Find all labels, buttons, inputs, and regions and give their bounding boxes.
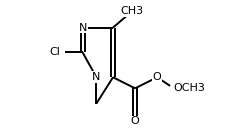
Text: O: O [152, 72, 161, 82]
Text: N: N [92, 72, 100, 82]
Text: OCH3: OCH3 [173, 83, 205, 93]
Text: Cl: Cl [50, 47, 60, 57]
Text: N: N [78, 23, 86, 33]
Text: O: O [130, 116, 139, 126]
Text: CH3: CH3 [120, 6, 143, 16]
